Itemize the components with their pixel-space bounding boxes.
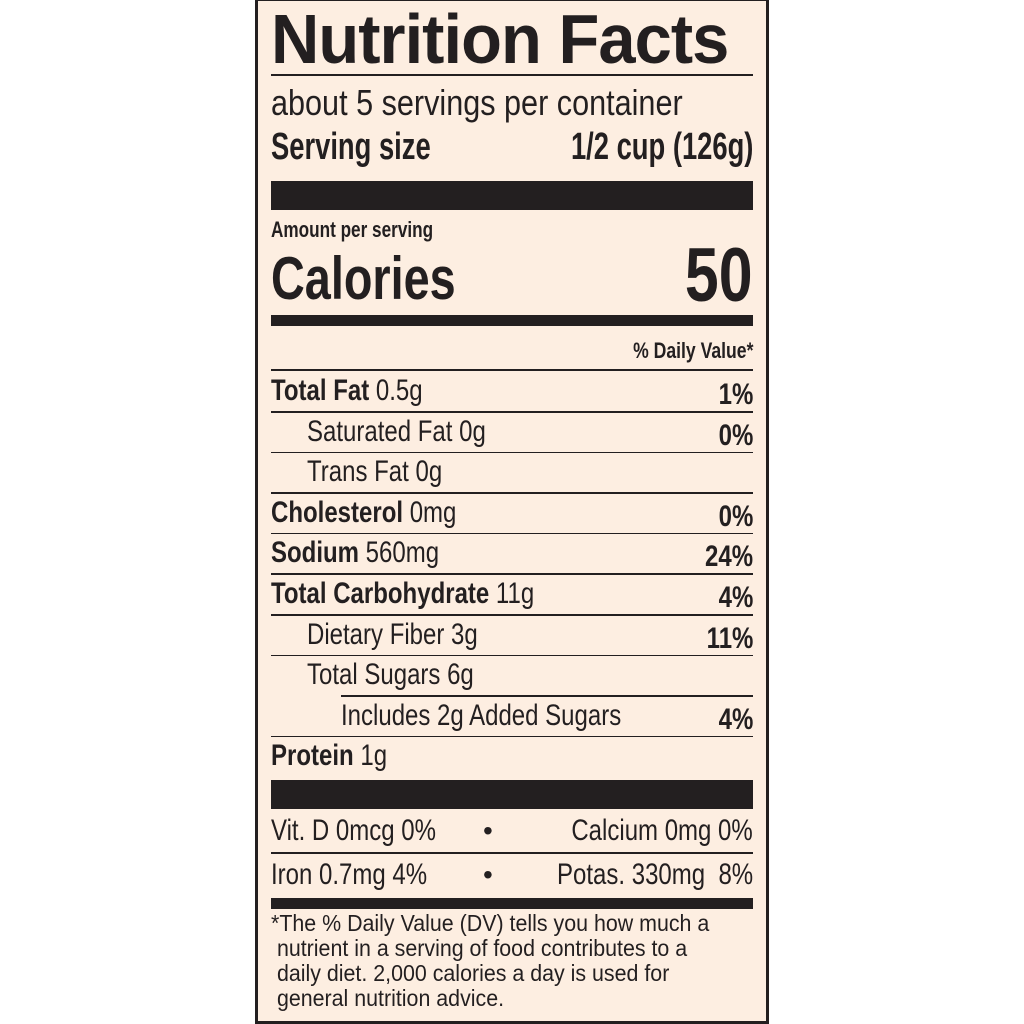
calories-label: Calories <box>271 245 456 312</box>
nutrient-label: Sodium 560mg <box>271 533 439 573</box>
nutrient-amount: 0mg <box>409 495 457 529</box>
nutrient-name: Total Fat <box>271 374 370 407</box>
daily-value-percent: 11% <box>706 621 753 655</box>
nutrient-label: Total Sugars 6g <box>307 655 474 695</box>
divider <box>271 614 753 616</box>
nutrient-name: Total Carbohydrate <box>271 577 490 610</box>
divider <box>271 654 753 657</box>
daily-value-percent: 24% <box>704 540 753 574</box>
thick-divider <box>271 780 753 809</box>
nutrient-amount: 11g <box>495 577 535 610</box>
vitamin-row: Vit. D 0mcg 0% • Calcium 0mg 0% <box>271 811 753 851</box>
nutrient-amount: 3g <box>451 617 478 651</box>
footnote-line: *The % Daily Value (DV) tells you how mu… <box>271 910 710 936</box>
footnote-line: nutrient in a serving of food contribute… <box>271 935 688 961</box>
nutrient-name: Trans Fat <box>307 455 409 489</box>
daily-value-percent: 1% <box>718 378 753 411</box>
divider <box>271 735 753 738</box>
nutrient-amount: 0g <box>415 455 443 489</box>
nutrient-row: Total Carbohydrate 11g 4% <box>271 574 753 614</box>
nutrient-name: Total Sugars <box>307 658 441 692</box>
nutrient-row: Dietary Fiber 3g 11% <box>271 615 753 655</box>
nutrition-facts-label: Nutrition Facts about 5 servings per con… <box>255 0 769 1024</box>
divider <box>341 695 753 697</box>
amount-per-serving: Amount per serving <box>271 217 434 242</box>
nutrient-amount: 6g <box>447 658 474 692</box>
medium-divider <box>271 315 753 326</box>
daily-value-percent: 0% <box>718 418 753 452</box>
nutrient-label: Total Fat 0.5g <box>271 371 423 411</box>
nutrient-row: Protein 1g <box>271 736 753 776</box>
nutrient-label: Includes 2g Added Sugars <box>341 696 621 736</box>
nutrient-row: Total Fat 0.5g 1% <box>271 371 753 411</box>
divider <box>271 573 753 575</box>
title-block: Nutrition Facts <box>271 3 753 75</box>
nutrient-name: Saturated Fat <box>307 414 453 448</box>
nutrient-row: Saturated Fat 0g 0% <box>271 412 753 452</box>
medium-divider <box>271 898 753 909</box>
daily-value-percent: 4% <box>718 702 753 736</box>
footnote-line: daily diet. 2,000 calories a day is used… <box>271 960 670 986</box>
vitamin-row: Iron 0.7mg 4% • Potas. 330mg 8% <box>271 855 753 895</box>
servings-per-container: about 5 servings per container <box>271 82 683 123</box>
nutrient-amount: 560mg <box>365 536 440 570</box>
nutrient-row: Trans Fat 0g <box>271 452 753 492</box>
nutrient-amount: 0g <box>459 414 486 448</box>
divider <box>271 492 753 494</box>
potassium: Potas. 330mg 8% <box>556 858 753 891</box>
serving-size-label: Serving size <box>271 126 431 168</box>
nutrient-row: Includes 2g Added Sugars 4% <box>271 696 753 736</box>
nutrient-row: Total Sugars 6g <box>271 655 753 695</box>
bullet-icon: • <box>483 815 493 846</box>
daily-value-percent: 4% <box>718 581 753 614</box>
divider <box>271 369 753 371</box>
footnote: *The % Daily Value (DV) tells you how mu… <box>271 911 753 1011</box>
nutrient-name: Cholesterol <box>271 495 404 529</box>
footnote-line: general nutrition advice. <box>271 985 505 1011</box>
thick-divider <box>271 181 753 210</box>
nutrient-label: Total Carbohydrate 11g <box>271 574 534 614</box>
calories-value: 50 <box>685 233 753 318</box>
divider <box>271 852 753 854</box>
calcium: Calcium 0mg 0% <box>571 814 753 847</box>
divider <box>271 74 753 76</box>
divider <box>271 451 753 454</box>
nutrient-name: Dietary Fiber <box>307 617 445 651</box>
nutrient-amount: 0.5g <box>375 374 423 407</box>
daily-value-header: % Daily Value* <box>632 338 753 363</box>
nutrient-row: Sodium 560mg 24% <box>271 533 753 573</box>
bullet-icon: • <box>483 859 493 890</box>
nutrient-label: Protein 1g <box>271 736 387 776</box>
divider <box>271 532 753 535</box>
nutrient-name: Sodium <box>271 536 359 570</box>
nutrient-name: Protein <box>271 739 354 773</box>
label-title: Nutrition Facts <box>271 0 729 78</box>
daily-value-percent: 0% <box>718 499 753 533</box>
iron: Iron 0.7mg 4% <box>271 858 428 891</box>
nutrient-label: Saturated Fat 0g <box>307 412 486 452</box>
nutrient-amount: 1g <box>360 739 388 773</box>
nutrient-row: Cholesterol 0mg 0% <box>271 493 753 533</box>
nutrient-name: Includes 2g Added Sugars <box>341 698 622 732</box>
divider <box>271 411 753 413</box>
serving-size-value: 1/2 cup (126g) <box>570 126 753 168</box>
nutrient-label: Cholesterol 0mg <box>271 493 456 533</box>
nutrient-label: Trans Fat 0g <box>307 452 442 492</box>
nutrient-label: Dietary Fiber 3g <box>307 615 478 655</box>
vitamin-d: Vit. D 0mcg 0% <box>271 814 436 847</box>
